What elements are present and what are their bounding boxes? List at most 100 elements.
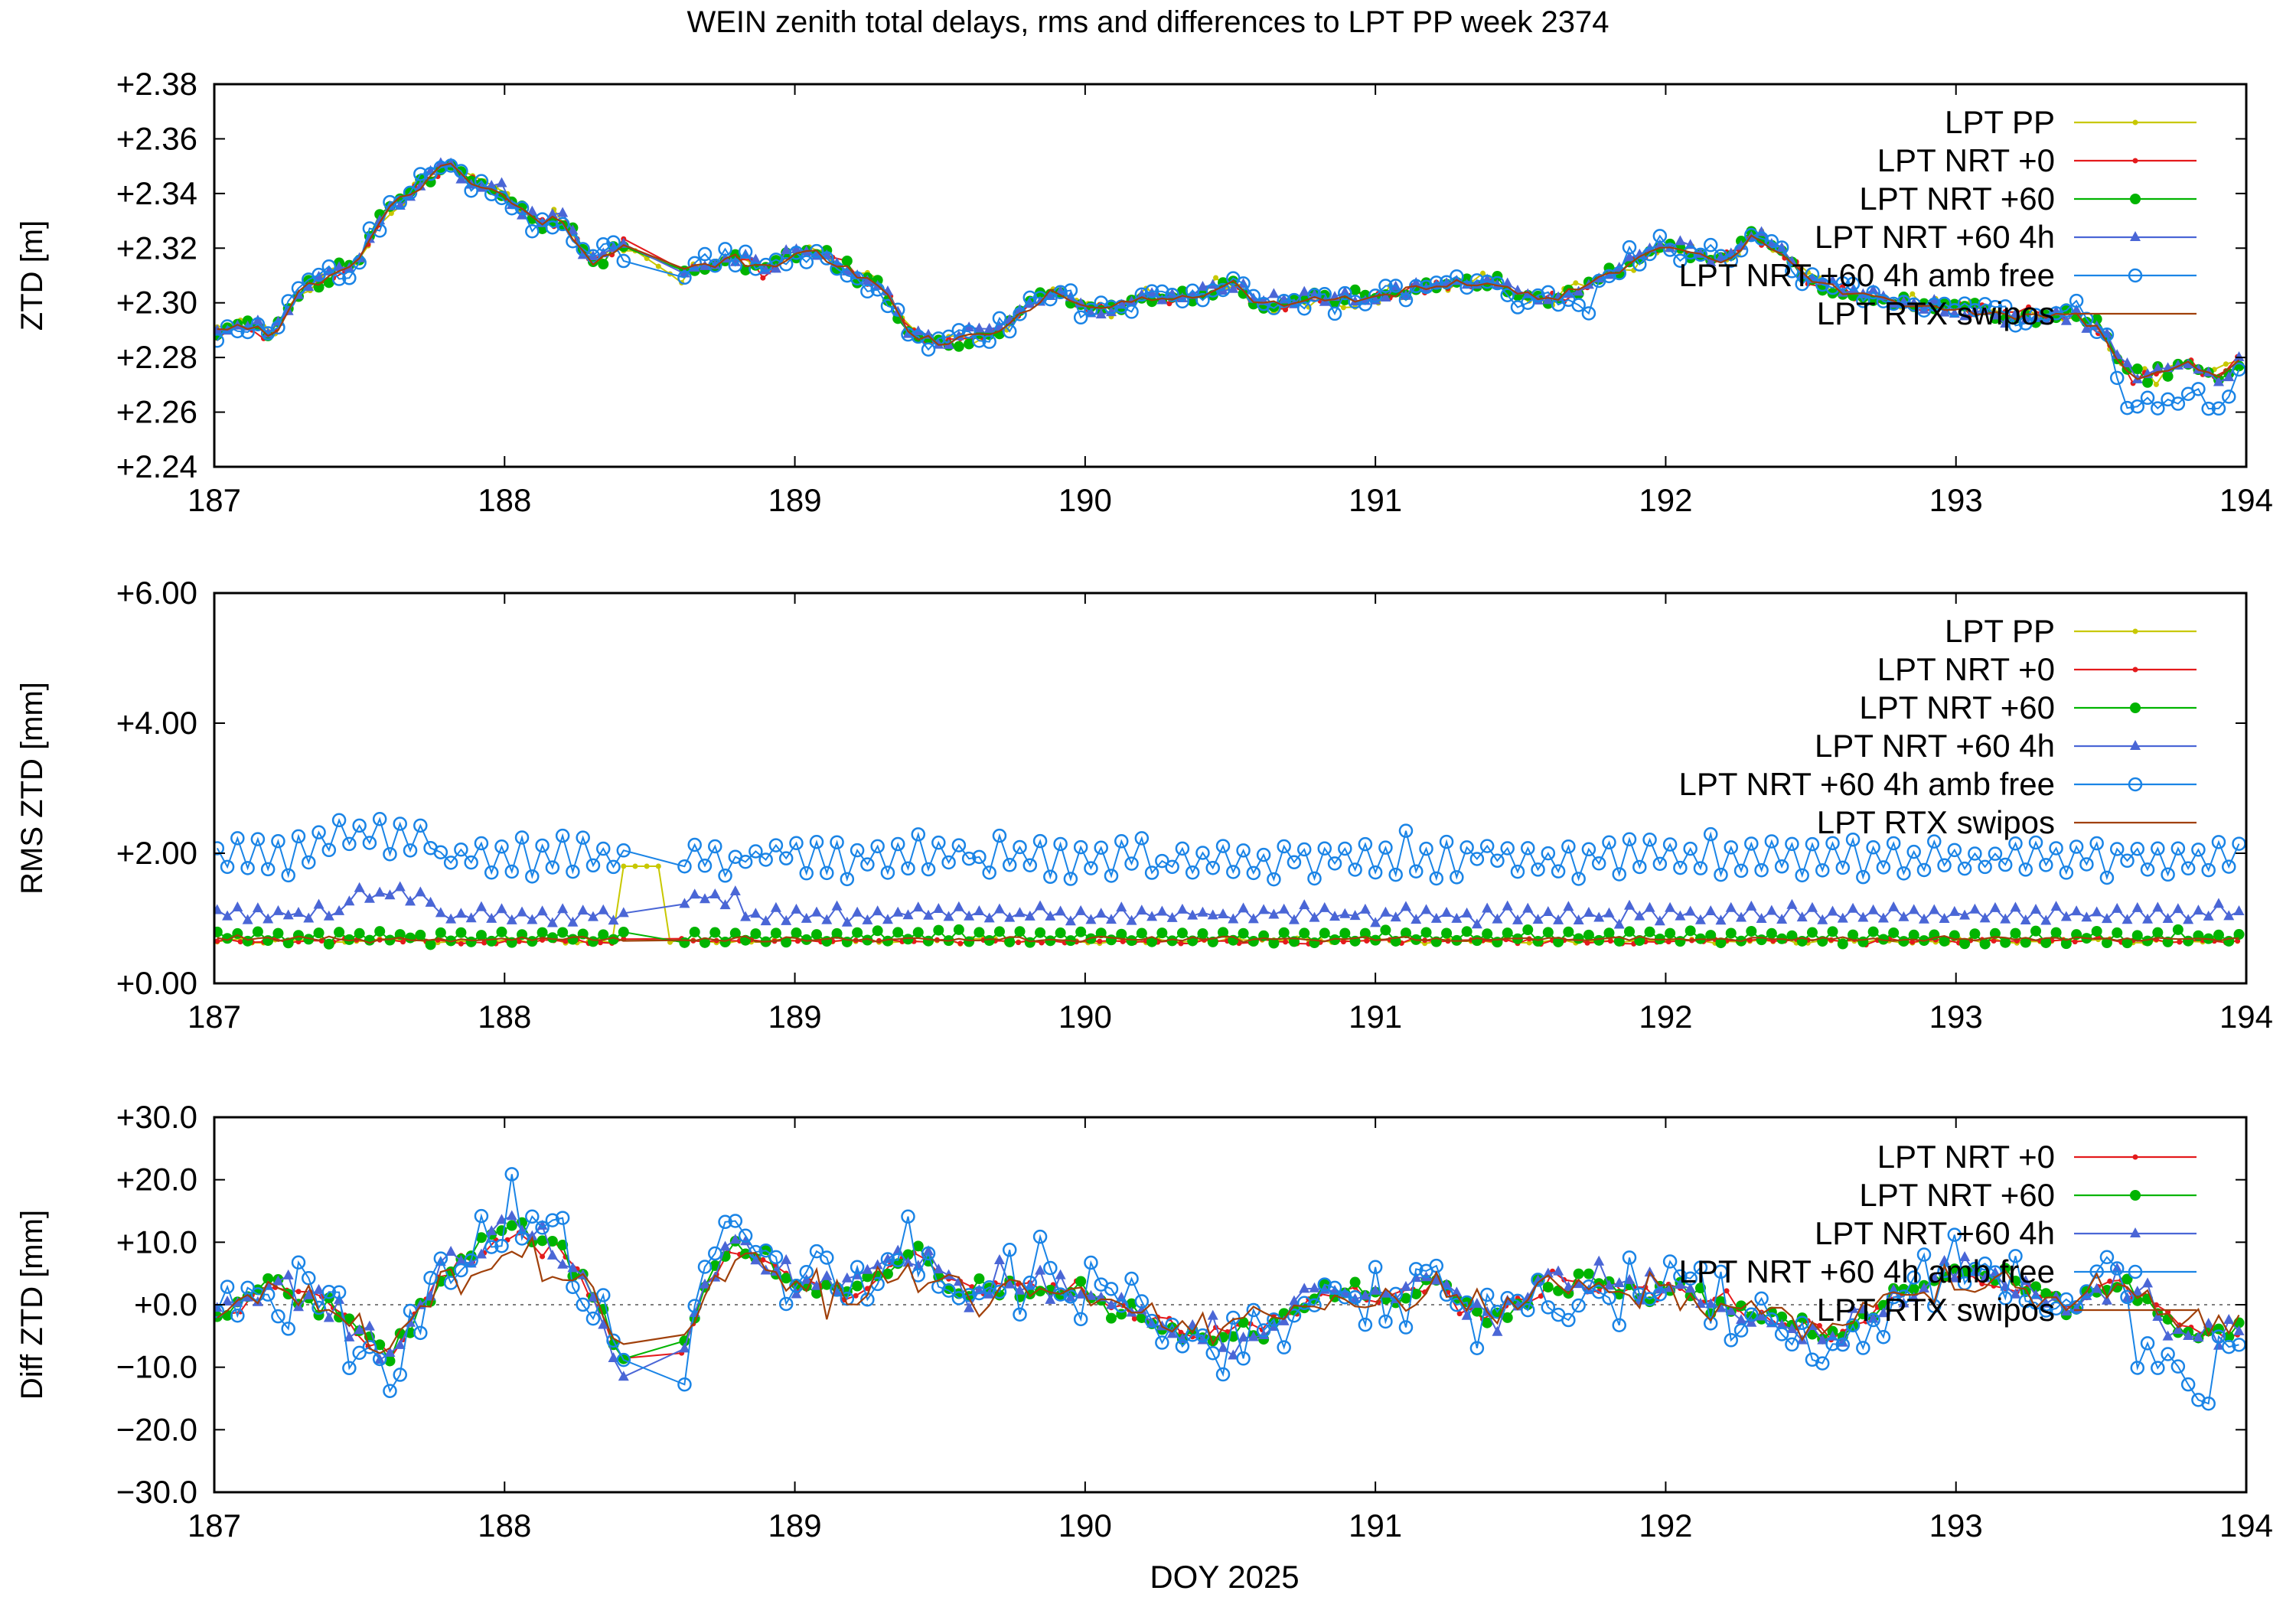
data-point (240, 1280, 255, 1296)
data-point (679, 898, 690, 908)
data-point (1835, 275, 1851, 291)
data-point (282, 909, 294, 920)
data-point (618, 927, 629, 938)
data-point (1178, 940, 1184, 947)
data-point (718, 869, 732, 883)
data-point (740, 911, 752, 921)
data-point (892, 927, 904, 938)
data-point (2030, 1281, 2042, 1292)
data-point (901, 1209, 915, 1224)
legend-label: LPT NRT +0 (1877, 142, 2055, 178)
data-point (1095, 908, 1107, 918)
data-point (1522, 902, 1534, 913)
data-point (1673, 860, 1688, 875)
data-point (557, 207, 569, 217)
data-point (1908, 929, 1919, 940)
data-point (758, 1243, 773, 1258)
data-point (1256, 847, 1271, 862)
data-point (1542, 1281, 1554, 1292)
data-point (1247, 1331, 1259, 1341)
series-lpt-rtx-swipos (217, 1235, 2240, 1354)
data-point (2059, 1292, 2074, 1307)
data-point (474, 836, 489, 851)
data-point (2101, 1294, 2112, 1305)
data-point (2071, 905, 2082, 916)
data-point (1166, 288, 1178, 298)
data-point (1309, 937, 1320, 949)
data-point (1218, 1341, 1229, 1352)
data-point (1043, 869, 1058, 885)
data-point (1825, 836, 1840, 851)
data-point (1277, 293, 1291, 308)
data-point (1991, 937, 1997, 944)
data-point (303, 1289, 315, 1299)
data-point (506, 914, 517, 924)
data-point (1733, 243, 1749, 258)
data-point (1197, 280, 1208, 291)
data-point (321, 259, 337, 274)
data-point (2026, 304, 2032, 310)
data-point (1673, 253, 1688, 269)
data-point (271, 834, 285, 849)
x-tick-label: 193 (1929, 1508, 1983, 1543)
data-point (760, 915, 771, 926)
data-point (388, 210, 394, 217)
data-point (1683, 841, 1698, 856)
data-point (496, 926, 507, 937)
data-point (892, 1244, 904, 1255)
data-point (1155, 853, 1169, 869)
data-point (870, 839, 885, 854)
data-point (433, 160, 448, 175)
data-point (1482, 902, 1493, 913)
data-point (242, 1291, 253, 1302)
data-point (974, 322, 985, 333)
data-point (364, 892, 375, 903)
x-tick-label: 194 (2219, 999, 2273, 1035)
data-point (1634, 1294, 1645, 1305)
data-point (2223, 361, 2229, 367)
data-point (1703, 1316, 1718, 1331)
data-point (1502, 277, 1513, 288)
data-point (1522, 924, 1534, 936)
data-point (1013, 307, 1027, 321)
data-point (2030, 925, 2042, 937)
data-point (344, 934, 355, 945)
data-point (1998, 1291, 2013, 1305)
data-point (222, 910, 233, 921)
data-point (1652, 1287, 1668, 1302)
data-point (616, 1352, 631, 1367)
data-point (1176, 927, 1188, 939)
data-point (901, 327, 915, 342)
data-point (1471, 918, 1482, 929)
data-point (1136, 1304, 1147, 1315)
data-point (618, 1371, 629, 1381)
x-tick-label: 190 (1058, 999, 1112, 1035)
data-point (295, 1289, 302, 1295)
data-point (1573, 1268, 1584, 1279)
data-point (1075, 1276, 1087, 1287)
data-point (2223, 1331, 2235, 1342)
data-point (1380, 1287, 1391, 1298)
data-point (1368, 865, 1383, 880)
data-point (801, 912, 812, 923)
data-point (1004, 911, 1016, 922)
data-point (1398, 292, 1414, 308)
data-point (1063, 872, 1078, 886)
data-point (1124, 1271, 1139, 1286)
data-point (313, 898, 325, 909)
data-point (1867, 1312, 1879, 1323)
data-point (1176, 903, 1188, 914)
data-point (1338, 841, 1352, 856)
data-point (2151, 841, 2165, 856)
data-point (1584, 940, 1590, 946)
data-point (1420, 927, 1432, 938)
data-point (1338, 285, 1352, 301)
data-point (423, 166, 438, 181)
data-point (1340, 939, 1346, 945)
data-point (1441, 907, 1453, 918)
data-point (809, 1244, 824, 1259)
data-point (1165, 287, 1179, 302)
data-point (1724, 1333, 1739, 1348)
data-point (1593, 911, 1605, 922)
